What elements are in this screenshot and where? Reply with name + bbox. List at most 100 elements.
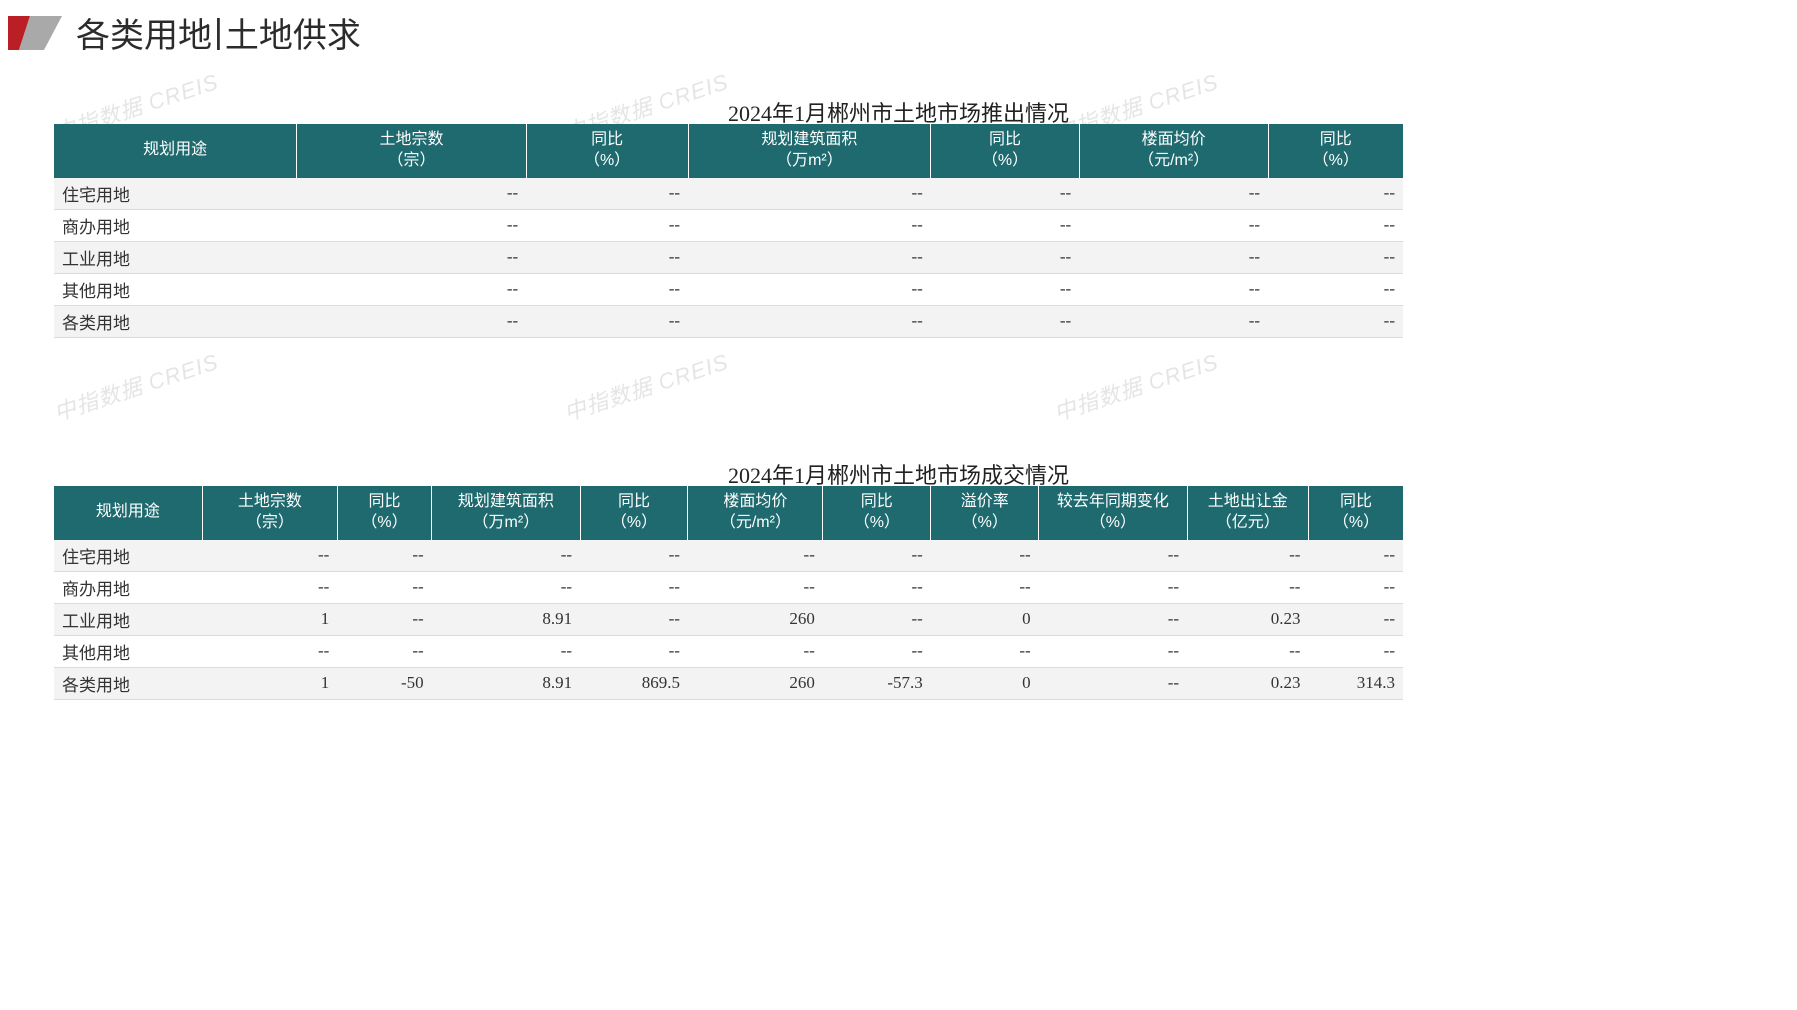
cell-value: -- <box>688 273 931 305</box>
cell-value: -- <box>337 571 431 603</box>
column-header: 较去年同期变化（%） <box>1039 486 1187 540</box>
cell-value: -- <box>1039 603 1187 635</box>
cell-value: 1 <box>202 603 337 635</box>
title-separator: | <box>214 13 223 52</box>
cell-value: -57.3 <box>823 667 931 699</box>
cell-value: -- <box>931 540 1039 572</box>
table-row: 工业用地------------ <box>54 241 1403 273</box>
column-header: 土地宗数（宗） <box>202 486 337 540</box>
table2: 规划用途土地宗数（宗）同比（%）规划建筑面积（万m²）同比（%）楼面均价（元/m… <box>54 486 1403 700</box>
cell-value: -- <box>432 571 580 603</box>
table2-body: 住宅用地--------------------商办用地------------… <box>54 540 1403 700</box>
page-title: 各类用地 | 土地供求 <box>76 8 361 57</box>
table-row: 商办用地-------------------- <box>54 571 1403 603</box>
cell-value: -- <box>823 540 931 572</box>
cell-value: -- <box>931 241 1079 273</box>
column-header: 同比（%） <box>526 124 688 178</box>
table-row: 其他用地-------------------- <box>54 635 1403 667</box>
cell-value: -- <box>931 178 1079 210</box>
row-label: 住宅用地 <box>54 540 202 572</box>
cell-value: -- <box>1268 241 1403 273</box>
cell-value: -- <box>1039 635 1187 667</box>
cell-value: 8.91 <box>432 667 580 699</box>
table-row: 各类用地1-508.91869.5260-57.30--0.23314.3 <box>54 667 1403 699</box>
cell-value: -- <box>688 241 931 273</box>
cell-value: -- <box>1308 603 1403 635</box>
cell-value: -- <box>337 540 431 572</box>
cell-value: -- <box>1268 178 1403 210</box>
cell-value: -- <box>931 209 1079 241</box>
column-header: 土地出让金（亿元） <box>1187 486 1308 540</box>
table-row: 其他用地------------ <box>54 273 1403 305</box>
cell-value: -- <box>1308 571 1403 603</box>
cell-value: 314.3 <box>1308 667 1403 699</box>
cell-value: 0 <box>931 603 1039 635</box>
cell-value: -- <box>1079 305 1268 337</box>
row-label: 住宅用地 <box>54 178 297 210</box>
cell-value: -- <box>1187 635 1308 667</box>
cell-value: 260 <box>688 603 823 635</box>
row-label: 各类用地 <box>54 667 202 699</box>
cell-value: -- <box>526 273 688 305</box>
cell-value: -- <box>823 571 931 603</box>
table1: 规划用途土地宗数（宗）同比（%）规划建筑面积（万m²）同比（%）楼面均价（元/m… <box>54 124 1403 338</box>
logo-icon <box>8 16 62 50</box>
cell-value: -- <box>526 241 688 273</box>
cell-value: 869.5 <box>580 667 688 699</box>
cell-value: 0.23 <box>1187 603 1308 635</box>
column-header: 同比（%） <box>1308 486 1403 540</box>
column-header: 楼面均价（元/m²） <box>1079 124 1268 178</box>
cell-value: -- <box>1268 209 1403 241</box>
cell-value: -- <box>526 209 688 241</box>
cell-value: -- <box>297 273 526 305</box>
table1-body: 住宅用地------------商办用地------------工业用地----… <box>54 178 1403 338</box>
cell-value: -- <box>688 540 823 572</box>
cell-value: 0 <box>931 667 1039 699</box>
row-label: 工业用地 <box>54 603 202 635</box>
table-row: 住宅用地-------------------- <box>54 540 1403 572</box>
column-header: 规划用途 <box>54 486 202 540</box>
cell-value: 1 <box>202 667 337 699</box>
cell-value: 260 <box>688 667 823 699</box>
column-header: 规划建筑面积（万m²） <box>688 124 931 178</box>
title-left: 各类用地 <box>76 8 212 57</box>
row-label: 商办用地 <box>54 571 202 603</box>
cell-value: 8.91 <box>432 603 580 635</box>
cell-value: -- <box>931 635 1039 667</box>
cell-value: -- <box>580 571 688 603</box>
cell-value: -- <box>1308 635 1403 667</box>
column-header: 土地宗数（宗） <box>297 124 526 178</box>
cell-value: -- <box>1079 209 1268 241</box>
cell-value: -50 <box>337 667 431 699</box>
cell-value: -- <box>1039 540 1187 572</box>
column-header: 规划用途 <box>54 124 297 178</box>
cell-value: -- <box>202 571 337 603</box>
row-label: 各类用地 <box>54 305 297 337</box>
cell-value: -- <box>297 178 526 210</box>
table1-header-row: 规划用途土地宗数（宗）同比（%）规划建筑面积（万m²）同比（%）楼面均价（元/m… <box>54 124 1403 178</box>
cell-value: -- <box>580 603 688 635</box>
cell-value: -- <box>1079 241 1268 273</box>
watermark: 中指数据 CREIS <box>559 344 732 427</box>
table-row: 各类用地------------ <box>54 305 1403 337</box>
table-row: 工业用地1--8.91--260--0--0.23-- <box>54 603 1403 635</box>
cell-value: -- <box>931 273 1079 305</box>
cell-value: -- <box>823 603 931 635</box>
column-header: 同比（%） <box>1268 124 1403 178</box>
row-label: 其他用地 <box>54 273 297 305</box>
cell-value: -- <box>688 178 931 210</box>
page-header: 各类用地 | 土地供求 <box>8 8 361 57</box>
cell-value: -- <box>1187 571 1308 603</box>
cell-value: 0.23 <box>1187 667 1308 699</box>
cell-value: -- <box>1079 273 1268 305</box>
column-header: 溢价率（%） <box>931 486 1039 540</box>
title-right: 土地供求 <box>225 8 361 57</box>
cell-value: -- <box>337 603 431 635</box>
cell-value: -- <box>688 635 823 667</box>
column-header: 同比（%） <box>931 124 1079 178</box>
row-label: 工业用地 <box>54 241 297 273</box>
cell-value: -- <box>580 635 688 667</box>
cell-value: -- <box>1268 273 1403 305</box>
cell-value: -- <box>297 305 526 337</box>
cell-value: -- <box>823 635 931 667</box>
